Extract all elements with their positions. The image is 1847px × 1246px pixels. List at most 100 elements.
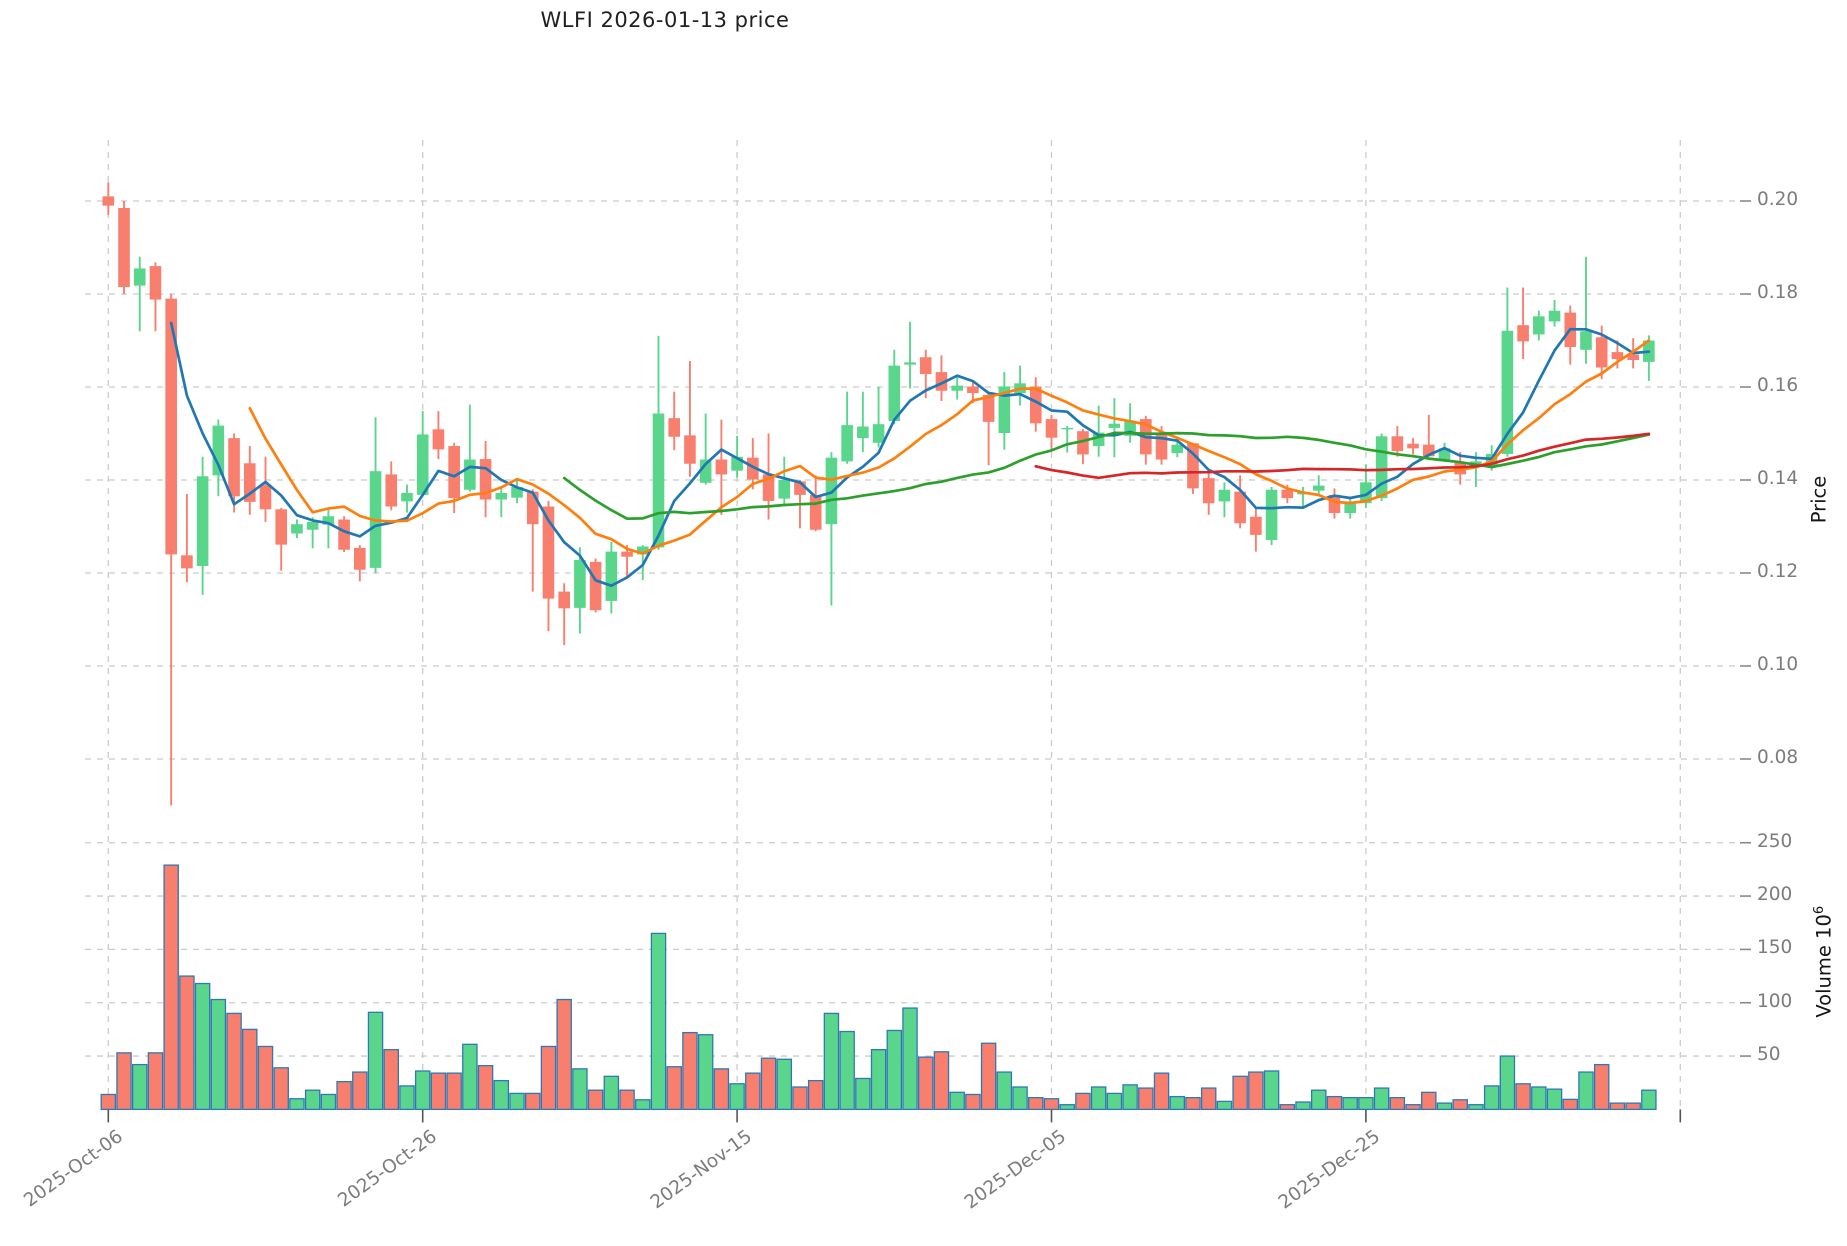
candle-body (1611, 352, 1624, 360)
candle-body (762, 474, 775, 501)
candle-body (1155, 434, 1168, 460)
candle-body (1344, 501, 1356, 514)
volume-bar (1153, 1072, 1170, 1111)
volume-bar (917, 1056, 934, 1111)
candle-body (1077, 431, 1089, 455)
volume-bar (572, 1068, 588, 1111)
volume-bar (1059, 1104, 1075, 1111)
volume-bar (807, 1079, 824, 1111)
candle-body (133, 268, 146, 286)
candle-body (1250, 516, 1262, 535)
volume-bar (430, 1072, 447, 1111)
candle-body (904, 362, 916, 365)
candle-body (1407, 443, 1419, 449)
volume-bar (1358, 1097, 1374, 1111)
volume-axis-label-text: Volume 10 (1812, 914, 1836, 1018)
volume-bar (540, 1045, 557, 1111)
volume-tick-label: 200 (1757, 884, 1793, 906)
volume-bar (304, 1089, 321, 1111)
candle-body (479, 459, 492, 500)
volume-bar (1043, 1098, 1060, 1111)
candle-body (228, 438, 240, 497)
candle-body (1312, 485, 1325, 491)
candle-body (794, 481, 806, 495)
candle-body (888, 365, 901, 421)
volume-bar (1138, 1087, 1154, 1111)
volume-bar (697, 1034, 714, 1111)
volume-bar (414, 1070, 431, 1111)
candle-body (1218, 489, 1231, 502)
candle-body (354, 547, 366, 570)
volume-bar (682, 1031, 698, 1111)
volume-bar (745, 1072, 761, 1111)
volume-bar (1578, 1071, 1594, 1111)
candle-body (275, 509, 288, 545)
price-tick-label: 0.16 (1757, 375, 1799, 396)
candle-body (1517, 325, 1529, 342)
volume-bar (1499, 1055, 1516, 1111)
volume-bar (1310, 1089, 1327, 1111)
candle-body (118, 207, 130, 288)
volume-bar (336, 1081, 352, 1111)
volume-bar (163, 864, 179, 1111)
candle-body (1360, 482, 1372, 504)
volume-bar (729, 1083, 745, 1111)
volume-bar (713, 1068, 730, 1111)
candle-body (464, 459, 476, 490)
price-tick-label: 0.12 (1757, 561, 1799, 582)
volume-bar (194, 982, 211, 1111)
volume-bar (1279, 1104, 1296, 1111)
volume-bar (1373, 1087, 1390, 1111)
candle-body (1108, 423, 1121, 428)
sma60-line (1034, 432, 1651, 480)
volume-bar (1389, 1097, 1406, 1111)
candle-body (1627, 354, 1639, 361)
candle-body (857, 426, 869, 439)
candle-body (935, 372, 948, 391)
candle-body (291, 524, 303, 534)
candle-body (636, 546, 649, 555)
volume-bar (1326, 1095, 1343, 1111)
volume-bar (1248, 1071, 1264, 1111)
volume-bar (1075, 1092, 1091, 1111)
volume-bar (1028, 1097, 1044, 1111)
volume-axis-label-exponent: 6 (1812, 905, 1828, 915)
volume-bar (870, 1049, 887, 1111)
candle-body (809, 494, 822, 530)
volume-bar (1122, 1084, 1138, 1111)
candle-body (982, 394, 995, 422)
volume-bar (965, 1093, 981, 1111)
volume-bar (179, 975, 195, 1111)
volume-bar (1295, 1101, 1311, 1111)
volume-bar (1106, 1092, 1123, 1111)
volume-bar (1263, 1070, 1280, 1111)
candle-body (416, 434, 429, 495)
volume-bar (226, 1012, 242, 1111)
volume-bar (352, 1071, 368, 1111)
candle-body (243, 463, 256, 502)
candle-body (1533, 316, 1545, 335)
candle-body (1061, 427, 1074, 430)
volume-bar (1531, 1086, 1547, 1111)
volume-bar (1483, 1085, 1500, 1111)
candle-body (731, 456, 743, 471)
candle-body (1187, 443, 1199, 489)
price-tick-label: 0.14 (1757, 468, 1799, 489)
volume-bar (823, 1012, 840, 1111)
volume-bar (760, 1057, 777, 1111)
volume-bar (1562, 1098, 1579, 1111)
volume-bar (210, 998, 227, 1111)
candle-body (196, 476, 209, 567)
volume-bar (1185, 1097, 1201, 1111)
candle-body (605, 551, 618, 601)
candle-body (1595, 337, 1608, 368)
volume-bar (980, 1042, 997, 1111)
volume-bar (1216, 1100, 1233, 1111)
candle-body (919, 357, 932, 374)
volume-bar (1405, 1104, 1421, 1111)
volume-bar (666, 1066, 682, 1111)
volume-axis-label: Volume 106 (1812, 906, 1836, 1018)
candle-body (526, 491, 539, 525)
candle-body (574, 559, 586, 608)
